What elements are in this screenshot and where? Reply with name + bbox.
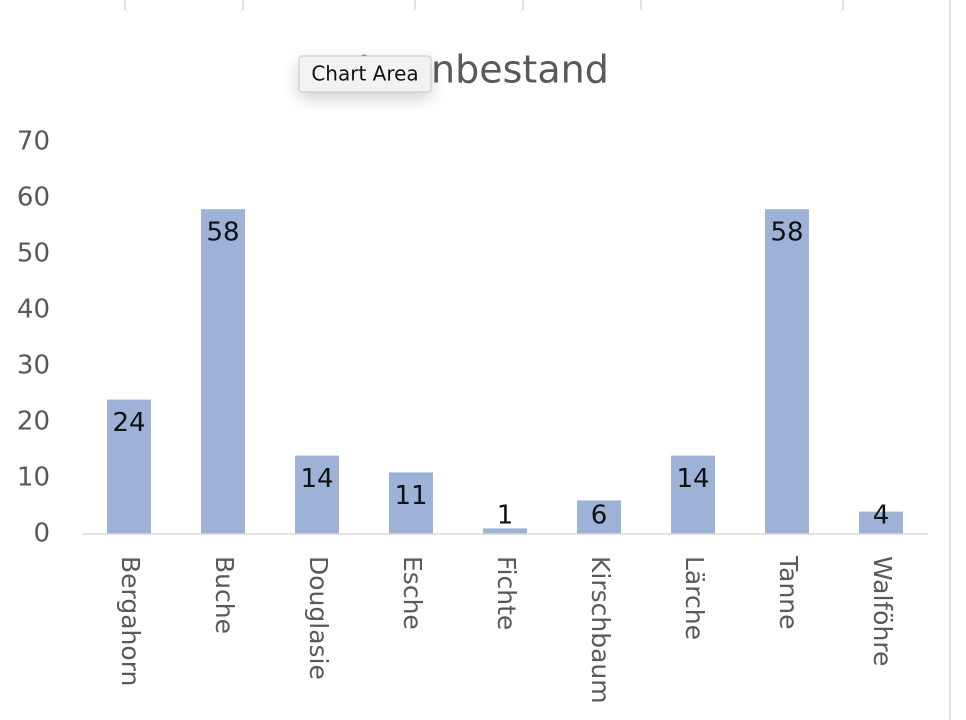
x-tick-label: Esche [398,556,427,630]
data-label: 11 [394,481,427,511]
bar [107,399,151,534]
y-tick-label: 0 [33,519,50,549]
data-label: 14 [300,464,333,494]
data-label: 1 [497,501,514,531]
y-tick-label: 70 [17,127,50,157]
x-tick-label: Bergahorn [116,556,145,686]
data-label: 4 [873,501,890,531]
plot-area: 01020304050607024Bergahorn58Buche14Dougl… [17,127,928,704]
x-tick-label: Tanne [774,555,803,630]
data-label: 6 [591,501,608,531]
bar [389,472,433,534]
data-label: 14 [676,464,709,494]
bar [765,209,809,534]
bar [201,209,245,534]
y-tick-label: 60 [17,183,50,213]
y-tick-label: 10 [17,463,50,493]
bar [295,455,339,534]
bar [577,500,621,534]
y-tick-label: 40 [17,295,50,325]
y-tick-label: 30 [17,351,50,381]
data-label: 24 [112,408,145,438]
bar [483,528,527,534]
bar [671,455,715,534]
sheet-gridlines [124,0,951,720]
data-label: 58 [770,218,803,248]
bar [859,511,903,534]
data-label: 58 [206,218,239,248]
y-tick-label: 50 [17,239,50,269]
tooltip-text: Chart Area [311,62,418,86]
x-tick-label: Fichte [492,556,521,630]
x-tick-label: Buche [210,556,239,634]
tooltip: Chart Area [298,55,432,93]
x-tick-label: Walföhre [868,556,897,666]
x-tick-label: Lärche [680,556,709,640]
x-tick-label: Douglasie [304,556,333,680]
y-tick-label: 20 [17,407,50,437]
tooltip-box [298,55,432,93]
x-tick-label: Kirschbaum [586,556,615,704]
